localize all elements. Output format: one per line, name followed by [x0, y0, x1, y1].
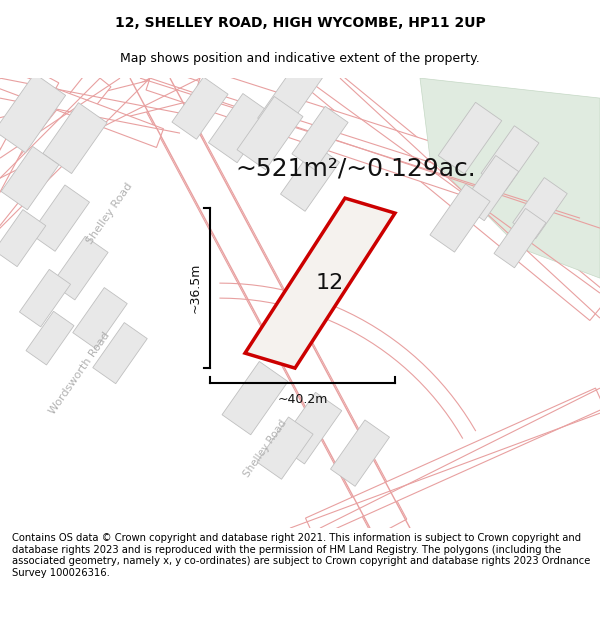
Polygon shape — [481, 126, 539, 191]
Polygon shape — [26, 311, 74, 365]
Text: ~40.2m: ~40.2m — [277, 393, 328, 406]
Polygon shape — [73, 288, 127, 349]
Polygon shape — [31, 185, 89, 251]
Polygon shape — [146, 66, 600, 240]
Polygon shape — [237, 96, 303, 170]
Polygon shape — [222, 361, 288, 435]
Text: Shelley Road: Shelley Road — [242, 418, 289, 479]
Polygon shape — [0, 64, 224, 152]
Text: Map shows position and indicative extent of the property.: Map shows position and indicative extent… — [120, 52, 480, 65]
Polygon shape — [420, 78, 600, 278]
Polygon shape — [278, 392, 342, 464]
Text: Shelley Road: Shelley Road — [85, 181, 135, 246]
Polygon shape — [197, 69, 453, 168]
Text: ~521m²/~0.129ac.: ~521m²/~0.129ac. — [235, 156, 476, 180]
Polygon shape — [257, 417, 313, 479]
Polygon shape — [305, 388, 600, 538]
Polygon shape — [208, 94, 272, 162]
Polygon shape — [0, 69, 111, 237]
Polygon shape — [0, 73, 59, 213]
Text: 12, SHELLEY ROAD, HIGH WYCOMBE, HP11 2UP: 12, SHELLEY ROAD, HIGH WYCOMBE, HP11 2UP — [115, 16, 485, 31]
Polygon shape — [0, 209, 46, 267]
Polygon shape — [43, 102, 107, 174]
Polygon shape — [257, 61, 322, 136]
Polygon shape — [310, 66, 600, 321]
Text: ~36.5m: ~36.5m — [189, 263, 202, 313]
Polygon shape — [1, 146, 59, 210]
Polygon shape — [0, 69, 164, 148]
Polygon shape — [172, 77, 228, 139]
Polygon shape — [281, 145, 340, 211]
Polygon shape — [331, 420, 389, 486]
Text: 12: 12 — [316, 273, 344, 293]
Polygon shape — [430, 184, 490, 252]
Polygon shape — [245, 198, 395, 368]
Polygon shape — [52, 236, 108, 300]
Text: Contains OS data © Crown copyright and database right 2021. This information is : Contains OS data © Crown copyright and d… — [12, 533, 590, 578]
Polygon shape — [19, 269, 71, 327]
Polygon shape — [513, 177, 567, 239]
Polygon shape — [93, 322, 147, 384]
Polygon shape — [292, 106, 348, 170]
Polygon shape — [494, 208, 546, 268]
Polygon shape — [461, 156, 518, 221]
Polygon shape — [438, 102, 502, 174]
Text: Wordsworth Road: Wordsworth Road — [48, 330, 112, 416]
Polygon shape — [0, 74, 65, 152]
Polygon shape — [133, 69, 407, 537]
